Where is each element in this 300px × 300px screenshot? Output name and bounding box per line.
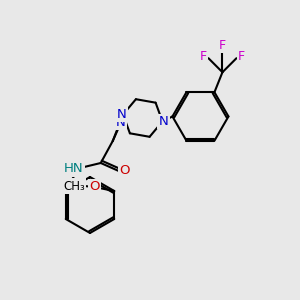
Text: F: F [200,50,207,63]
Text: F: F [238,50,245,63]
Text: O: O [89,181,100,194]
Text: N: N [116,116,126,128]
Text: N: N [117,108,127,121]
Text: CH₃: CH₃ [63,179,85,193]
Text: F: F [219,39,226,52]
Text: O: O [119,164,130,178]
Text: HN: HN [64,163,84,176]
Text: N: N [159,115,168,128]
